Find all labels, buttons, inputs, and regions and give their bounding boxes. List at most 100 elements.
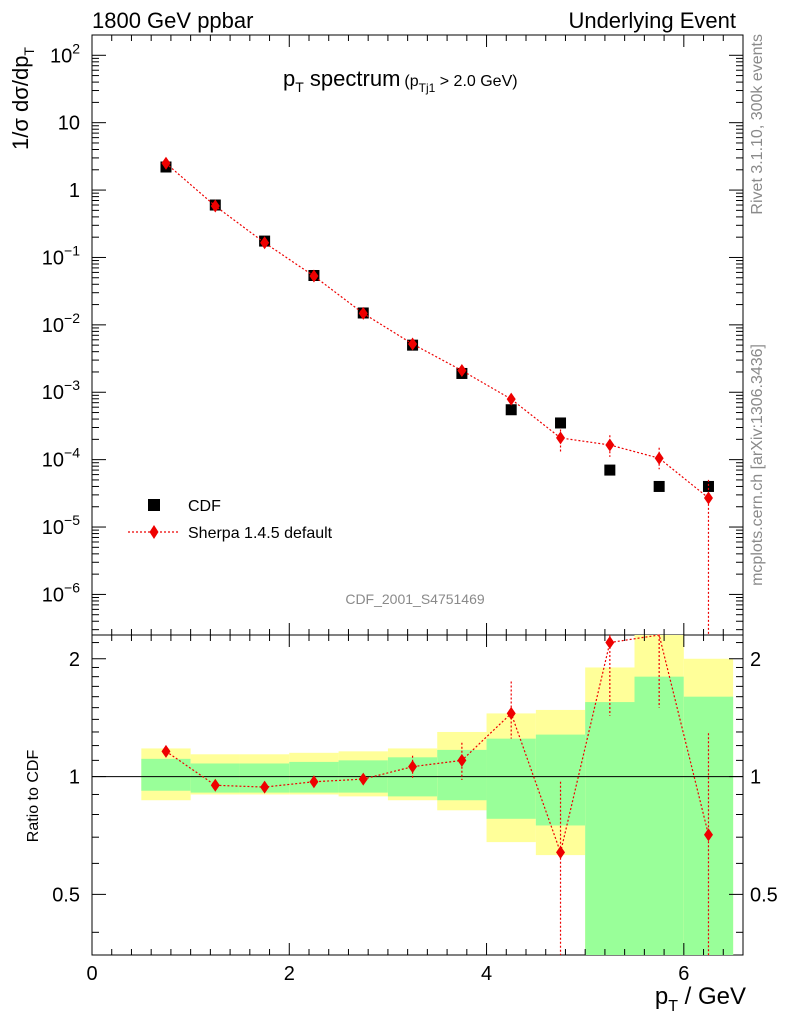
y-tick-base: 10 — [58, 113, 80, 135]
header-right: Underlying Event — [568, 8, 736, 33]
ratio-data-point — [210, 778, 220, 792]
xlabel: pT / GeV — [655, 983, 746, 1015]
sherpa-data-point — [556, 431, 566, 445]
ratio-data-point — [703, 828, 713, 842]
y-tick-exp: 2 — [72, 40, 80, 56]
ylabel-main: 1/σ dσ/dpT — [8, 47, 37, 150]
legend-cdf-marker — [148, 499, 160, 511]
legend-cdf-label: CDF — [188, 498, 221, 515]
ratio-data-point — [161, 744, 171, 758]
plot-title-rest: spectrum — [304, 66, 401, 91]
y-tick-label: 102 — [50, 40, 80, 67]
y-tick-exp: −5 — [64, 512, 80, 528]
ratio-tick-label-right: 0.5 — [750, 884, 778, 906]
xlabel-p: p — [655, 983, 668, 1010]
y-tick-base: 10 — [42, 382, 64, 404]
y-tick-label: 10 — [58, 113, 80, 135]
main-plot-data — [160, 156, 714, 635]
ratio-tick-label-right: 2 — [750, 649, 761, 671]
ratio-band-inner — [535, 734, 586, 826]
xlabel-sub: T — [668, 998, 678, 1015]
y-tick-base: 10 — [42, 247, 64, 269]
ylabel-main-sub: T — [21, 47, 37, 56]
y-tick-label: 10−2 — [42, 310, 80, 337]
ratio-tick-label-left: 1 — [69, 767, 80, 789]
y-tick-label: 10−4 — [42, 445, 80, 472]
xlabel-rest: / GeV — [678, 983, 746, 1010]
ratio-tick-label-left: 2 — [69, 649, 80, 671]
legend-mc-marker — [149, 525, 159, 539]
cdf-data-point — [604, 464, 616, 476]
plot-cond-open: (p — [404, 73, 418, 90]
ylabel-main-text: 1/σ dσ/dp — [8, 56, 33, 150]
sherpa-line — [165, 162, 709, 499]
x-tick-label: 6 — [678, 963, 689, 985]
y-tick-exp: −2 — [64, 310, 80, 326]
sherpa-data-point — [703, 491, 713, 505]
sherpa-data-point — [654, 451, 664, 465]
ratio-data-point — [556, 845, 566, 859]
ratio-uncertainty-bands — [92, 635, 743, 955]
sherpa-data-point — [408, 337, 418, 351]
ratio-data-point — [408, 760, 418, 774]
y-tick-exp: −3 — [64, 377, 80, 393]
ratio-data-point — [260, 780, 270, 794]
ratio-band-inner — [585, 702, 635, 955]
x-tick-label: 0 — [86, 963, 97, 985]
y-tick-base: 1 — [69, 180, 80, 202]
ratio-band-inner — [634, 676, 684, 955]
y-tick-label: 10−1 — [42, 242, 80, 269]
y-tick-label: 10−6 — [42, 579, 80, 606]
ratio-band-inner — [141, 758, 191, 791]
ratio-band-inner — [486, 738, 536, 819]
sherpa-data-point — [210, 199, 220, 213]
ratio-data-point — [358, 772, 368, 786]
plot-title-sub: T — [295, 79, 304, 95]
sherpa-data-point — [309, 269, 319, 283]
x-tick-label: 2 — [284, 963, 295, 985]
y-tick-label: 10−3 — [42, 377, 80, 404]
sherpa-data-point — [161, 156, 171, 170]
y-tick-base: 10 — [42, 315, 64, 337]
cdf-data-point — [653, 480, 665, 492]
y-tick-base: 10 — [42, 450, 64, 472]
y-tick-base: 10 — [50, 45, 72, 67]
side-bottom-label: mcplots.cern.ch [arXiv:1306.3436] — [749, 344, 766, 586]
y-tick-exp: −1 — [64, 242, 80, 258]
header-left: 1800 GeV ppbar — [92, 8, 253, 33]
legend-mc-label: Sherpa 1.4.5 default — [188, 525, 333, 542]
plot-cond-sub: Tj1 — [419, 81, 436, 95]
x-tick-label: 4 — [481, 963, 492, 985]
ratio-line — [165, 634, 710, 855]
plot-title-p: p — [283, 66, 295, 91]
sherpa-data-point — [358, 306, 368, 320]
y-tick-exp: −4 — [64, 445, 80, 461]
ratio-tick-label-left: 0.5 — [52, 884, 80, 906]
y-tick-label: 1 — [69, 180, 80, 202]
side-top-label: Rivet 3.1.10, 300k events — [749, 34, 766, 215]
plot-title: pT spectrum (pTj1 > 2.0 GeV) — [283, 66, 518, 95]
y-tick-exp: −6 — [64, 579, 80, 595]
plot-cond-rest: > 2.0 GeV) — [435, 73, 517, 90]
legend: CDF Sherpa 1.4.5 default — [128, 498, 333, 542]
ylabel-ratio: Ratio to CDF — [25, 750, 42, 843]
cdf-data-point — [702, 480, 714, 492]
ratio-data-point — [506, 706, 516, 720]
sherpa-data-point — [457, 364, 467, 378]
ratio-tick-label-right: 1 — [750, 767, 761, 789]
y-tick-base: 10 — [42, 517, 64, 539]
y-tick-base: 10 — [42, 584, 64, 606]
cdf-data-point — [505, 404, 517, 416]
y-tick-label: 10−5 — [42, 512, 80, 539]
analysis-tag: CDF_2001_S4751469 — [345, 591, 485, 607]
ratio-data-point — [457, 753, 467, 767]
sherpa-data-point — [260, 236, 270, 250]
ratio-data-point — [309, 775, 319, 789]
ratio-data-point — [605, 636, 615, 650]
sherpa-data-point — [605, 438, 615, 452]
cdf-data-point — [555, 417, 567, 429]
main-frame — [91, 34, 744, 636]
ratio-plot-data — [161, 634, 713, 955]
